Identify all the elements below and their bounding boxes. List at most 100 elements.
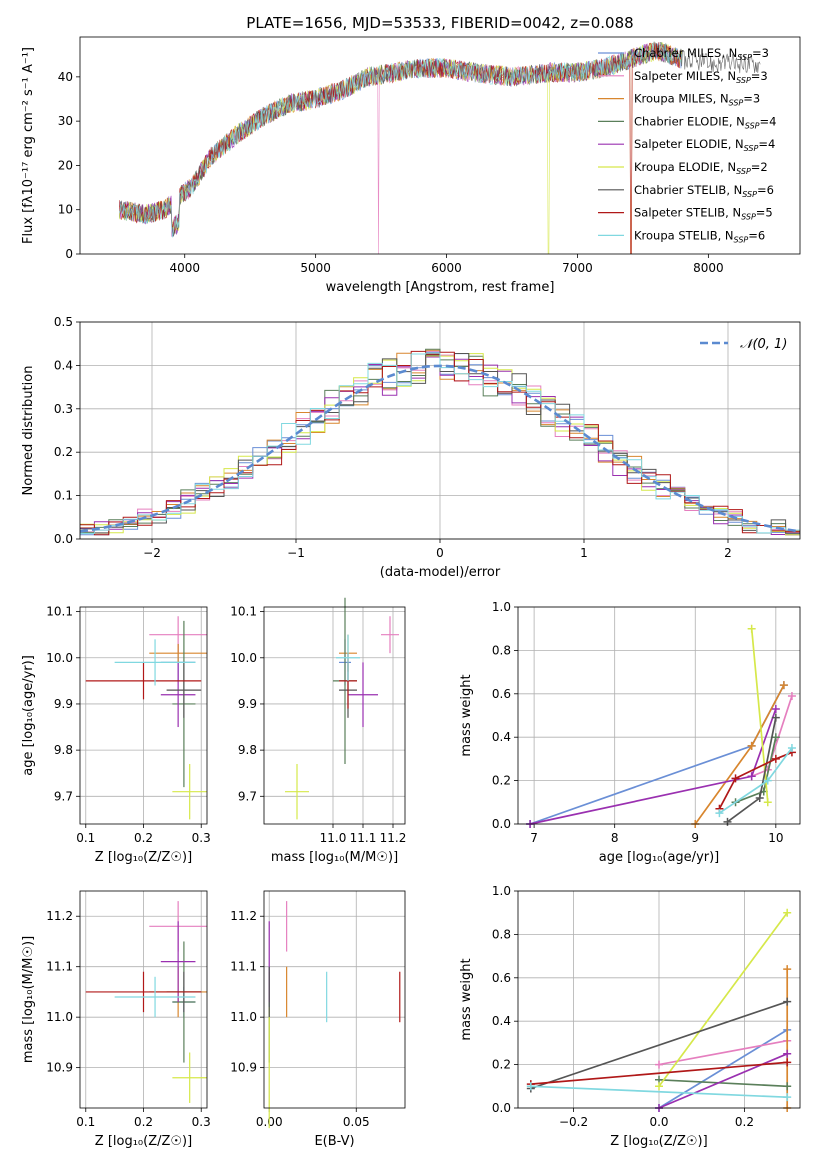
x-axis-label: Z [log₁₀(Z/Z☉)] bbox=[610, 1134, 707, 1149]
y-tick-label: 0.4 bbox=[492, 1014, 511, 1028]
weight-marker bbox=[783, 908, 792, 917]
y-tick-label: 20 bbox=[58, 158, 73, 172]
x-tick-label: 0.2 bbox=[735, 1115, 754, 1129]
y-tick-label: 10 bbox=[58, 203, 73, 217]
weight-line bbox=[658, 1039, 788, 1066]
x-tick-label: 7 bbox=[530, 831, 538, 845]
weight-marker bbox=[763, 798, 772, 807]
x-tick-label: 0.1 bbox=[76, 831, 95, 845]
weight-marker bbox=[787, 744, 796, 753]
panel-spectrum: 4000 5000 6000 7000 8000 0 10 20 30 40 wavelength … bbox=[21, 14, 801, 295]
y-tick-label: 0.2 bbox=[492, 774, 511, 788]
x-tick-label: 2 bbox=[724, 546, 732, 560]
y-tick-label: 0.4 bbox=[492, 730, 511, 744]
y-axis-label: Flux [fλ10⁻¹⁷ erg cm⁻² s⁻¹ A⁻¹] bbox=[21, 47, 36, 244]
weight-marker bbox=[655, 1060, 663, 1069]
x-tick-label: 1 bbox=[580, 546, 588, 560]
y-tick-label: 0.5 bbox=[54, 315, 73, 329]
x-axis-label: Z [log₁₀(Z/Z☉)] bbox=[95, 850, 192, 865]
y-tick-label: 0.2 bbox=[54, 445, 73, 459]
y-tick-label: 0.0 bbox=[54, 532, 73, 546]
legend-label-chabrier-elodie: Chabrier ELODIE, NSSP=4 bbox=[634, 114, 776, 130]
axes-frame bbox=[79, 606, 208, 825]
x-tick-label: −1 bbox=[287, 546, 305, 560]
plot-area bbox=[285, 597, 399, 820]
axes-frame bbox=[517, 606, 801, 825]
spectrum-salpeter-stelib bbox=[119, 41, 682, 254]
legend-label-kroupa-stelib: Kroupa STELIB, NSSP=6 bbox=[634, 228, 765, 244]
weight-marker bbox=[771, 713, 780, 722]
legend-label-normal: 𝒩(0, 1) bbox=[740, 337, 787, 352]
weight-line bbox=[658, 1078, 788, 1088]
weight-marker bbox=[787, 691, 796, 700]
legend-label-chabrier-miles: Chabrier MILES, NSSP=3 bbox=[634, 46, 769, 62]
x-tick-label: 11.1 bbox=[350, 831, 377, 845]
weight-marker bbox=[731, 774, 740, 783]
x-tick-label: 0.2 bbox=[134, 831, 153, 845]
y-axis-label: mass [log₁₀(M/M☉)] bbox=[21, 936, 36, 1063]
errorbar-kroupa-elodie bbox=[172, 763, 207, 820]
weight-marker bbox=[526, 1082, 535, 1091]
weight-marker bbox=[783, 997, 792, 1006]
errorbar-salpeter-stelib bbox=[85, 971, 202, 1013]
errorbar-chabrier-stelib bbox=[166, 662, 202, 718]
y-tick-label: 10.0 bbox=[230, 651, 257, 665]
grid bbox=[518, 606, 800, 825]
y-tick-label: 9.7 bbox=[238, 789, 257, 803]
y-tick-label: 10.1 bbox=[46, 605, 73, 619]
normal-reference-curve bbox=[79, 364, 801, 533]
y-tick-label: 0.0 bbox=[492, 1101, 511, 1115]
legend-label-kroupa-elodie: Kroupa ELODIE, NSSP=2 bbox=[634, 160, 768, 176]
y-tick-label: 0.1 bbox=[54, 489, 73, 503]
y-tick-label: 11.1 bbox=[46, 960, 73, 974]
weight-series-salpeter-elodie bbox=[526, 704, 780, 828]
plot-area bbox=[85, 901, 207, 1103]
y-tick-label: 10.9 bbox=[230, 1061, 257, 1075]
y-tick-label: 11.1 bbox=[230, 960, 257, 974]
weight-marker bbox=[783, 1082, 792, 1091]
legend-label-kroupa-miles: Kroupa MILES, NSSP=3 bbox=[634, 92, 760, 108]
weight-marker bbox=[783, 1049, 792, 1058]
y-tick-label: 0.0 bbox=[492, 817, 511, 831]
panel-mass-vs-metallicity: 0.1 0.2 0.3 10.9 11.0 11.1 11.2 Z [log₁₀(Z/Z☉)]… bbox=[21, 890, 211, 1149]
panel-weight-vs-age: 7 8 9 10 0.0 0.2 0.4 0.6 0.8 1.0 age [log₁₀(age/yr… bbox=[459, 600, 801, 865]
weight-line bbox=[658, 1053, 788, 1109]
x-axis-label: E(B-V) bbox=[314, 1134, 354, 1149]
errorbar-kroupa-stelib bbox=[114, 976, 196, 1018]
plot-area bbox=[119, 41, 761, 254]
errorbar-salpeter-miles bbox=[381, 616, 399, 654]
y-axis-label: Normed distribution bbox=[21, 366, 36, 496]
chart-title: PLATE=1656, MJD=53533, FIBERID=0042, z=0… bbox=[246, 14, 633, 32]
weight-line bbox=[530, 1061, 788, 1085]
weight-marker bbox=[747, 772, 756, 781]
x-axis-label: wavelength [Angstrom, rest frame] bbox=[326, 280, 555, 295]
errorbar-kroupa-stelib bbox=[336, 634, 360, 681]
weight-series-kroupa-stelib bbox=[715, 744, 796, 818]
y-tick-label: 1.0 bbox=[492, 884, 511, 898]
panel-residual-histogram: −2 −1 0 1 2 0.0 0.1 0.2 0.3 0.4 0.5 (data-model)/er… bbox=[21, 315, 801, 580]
y-tick-label: 0.6 bbox=[492, 687, 511, 701]
x-tick-label: 9 bbox=[691, 831, 699, 845]
x-axis-label: (data-model)/error bbox=[380, 565, 501, 580]
x-tick-label: 0.3 bbox=[192, 831, 211, 845]
x-tick-label: 8000 bbox=[693, 261, 724, 275]
grid bbox=[264, 891, 405, 1108]
weight-marker bbox=[771, 733, 780, 742]
weight-marker bbox=[715, 809, 724, 818]
x-tick-label: 0 bbox=[436, 546, 444, 560]
x-axis-label: Z [log₁₀(Z/Z☉)] bbox=[95, 1134, 192, 1149]
errorbar-salpeter-stelib bbox=[85, 662, 202, 700]
weight-series-chabrier-elodie bbox=[731, 733, 780, 807]
legend-label-salpeter-elodie: Salpeter ELODIE, NSSP=4 bbox=[634, 137, 775, 153]
weight-line bbox=[530, 1085, 788, 1099]
x-tick-label: −0.2 bbox=[559, 1115, 588, 1129]
weight-marker bbox=[771, 754, 780, 763]
x-tick-label: 6000 bbox=[431, 261, 462, 275]
axes-frame bbox=[79, 890, 208, 1109]
y-tick-label: 0.2 bbox=[492, 1058, 511, 1072]
y-tick-label: 11.2 bbox=[46, 909, 73, 923]
axes-frame bbox=[79, 36, 801, 255]
axes-frame bbox=[263, 890, 406, 1109]
